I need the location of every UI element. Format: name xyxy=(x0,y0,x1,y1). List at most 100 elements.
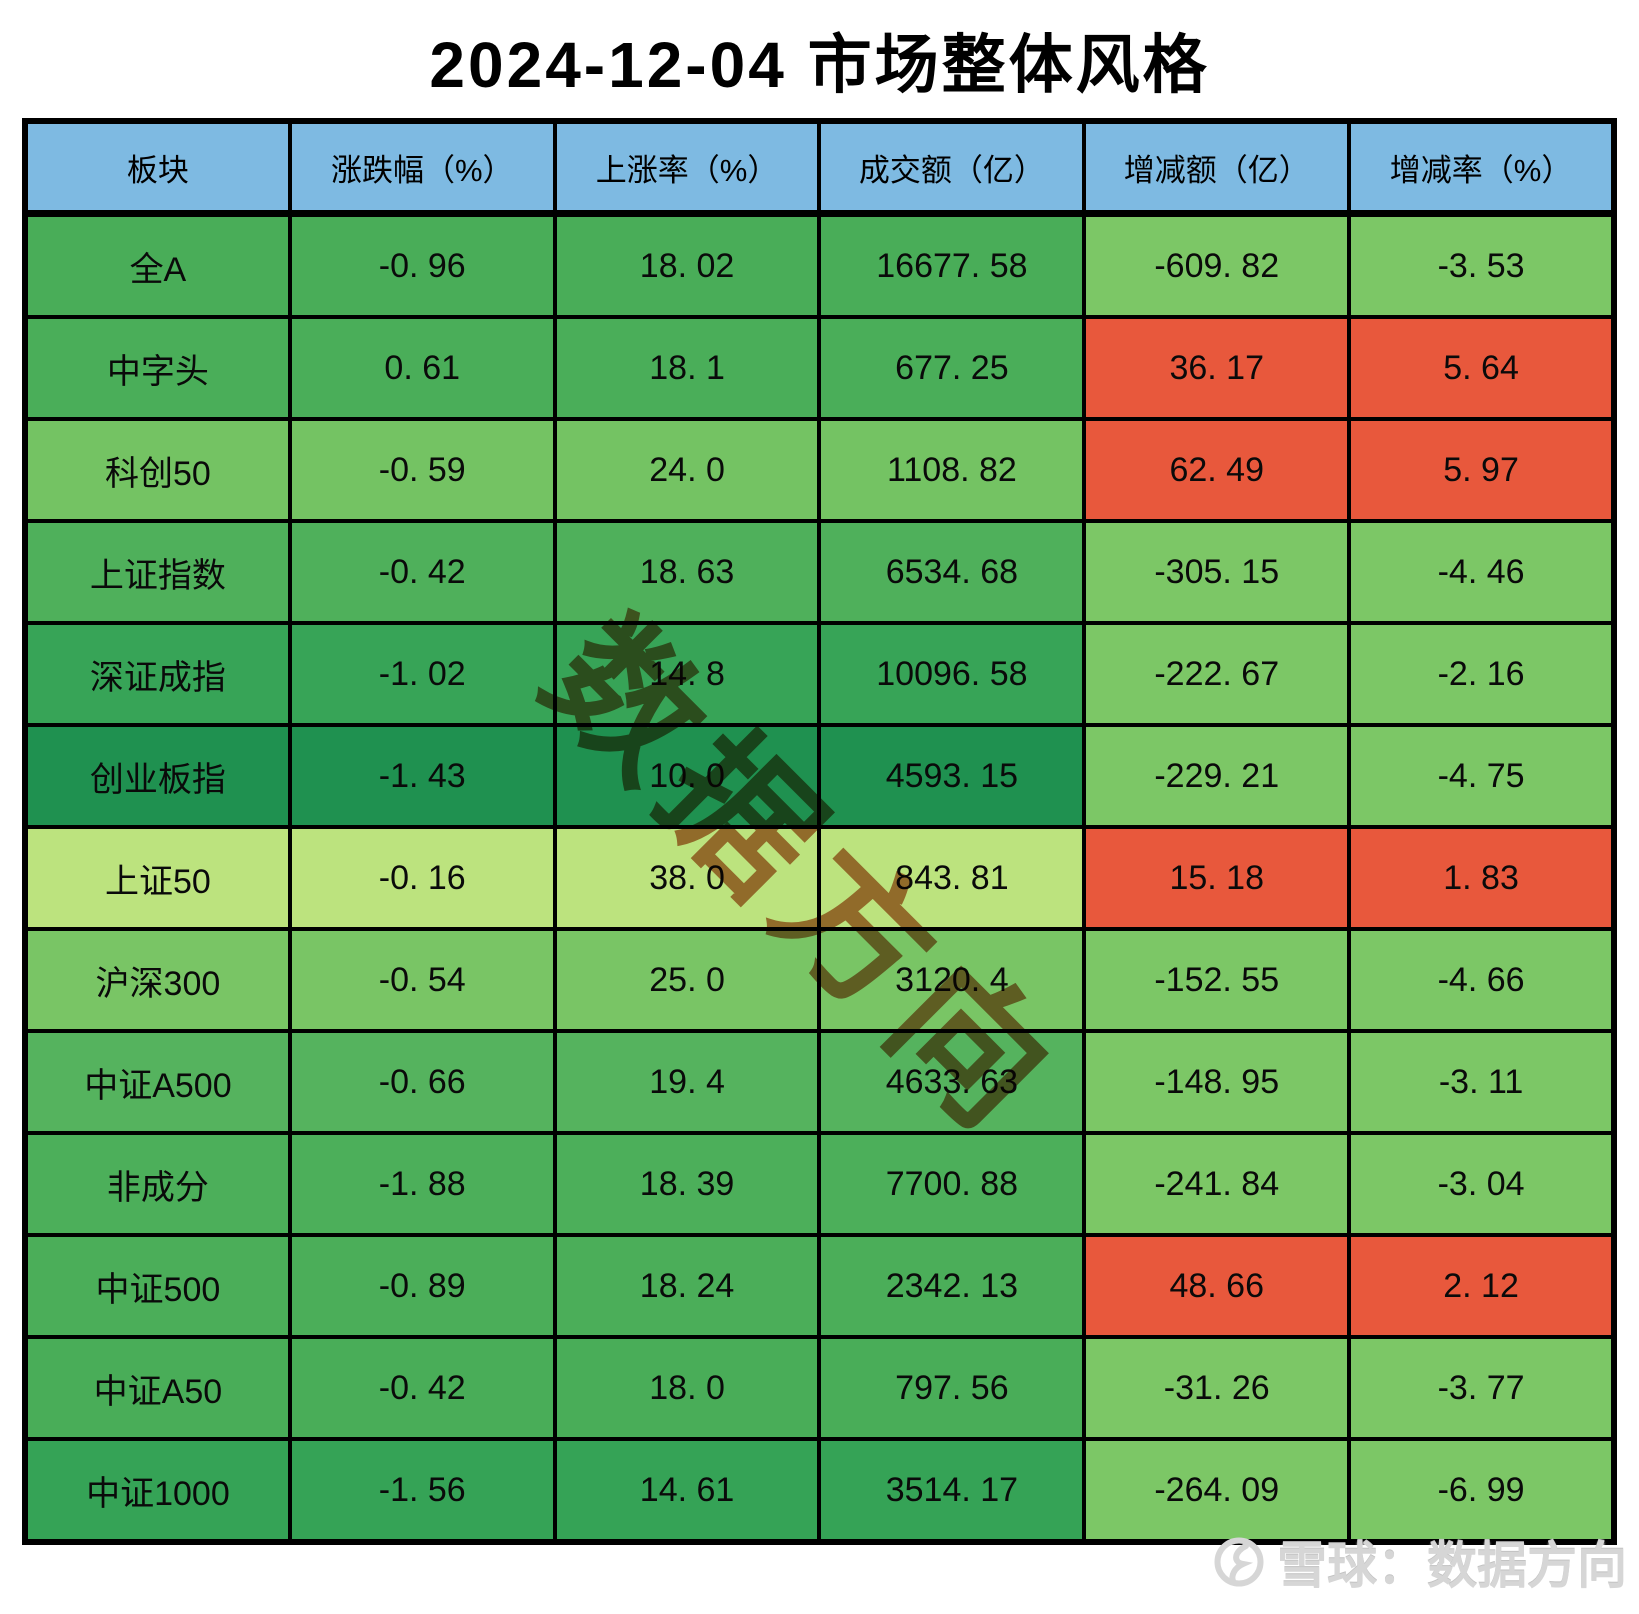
value-cell: -6. 99 xyxy=(1347,1437,1616,1544)
value-cell: -1. 56 xyxy=(287,1437,557,1544)
value-cell: -0. 66 xyxy=(287,1029,557,1135)
table-row: 中证A50 -0. 42 18. 0 797. 56 -31. 26 -3. 77 xyxy=(23,1335,1616,1441)
table-row: 科创50 -0. 59 24. 0 1108. 82 62. 49 5. 97 xyxy=(23,417,1616,523)
value-cell: 10. 0 xyxy=(552,723,822,829)
value-cell: -222. 67 xyxy=(1082,621,1352,727)
value-cell: 18. 24 xyxy=(552,1233,822,1339)
value-cell: -0. 96 xyxy=(287,211,557,319)
value-cell: 843. 81 xyxy=(817,825,1087,931)
sector-cell: 中证A50 xyxy=(23,1335,292,1441)
value-cell: -2. 16 xyxy=(1347,621,1616,727)
table-row: 中字头 0. 61 18. 1 677. 25 36. 17 5. 64 xyxy=(23,315,1616,421)
table-row: 中证500 -0. 89 18. 24 2342. 13 48. 66 2. 12 xyxy=(23,1233,1616,1339)
table-body: 全A -0. 96 18. 02 16677. 58 -609. 82 -3. 53 中字头… xyxy=(23,211,1616,1544)
value-cell: 1. 83 xyxy=(1347,825,1616,931)
value-cell: -264. 09 xyxy=(1082,1437,1352,1544)
value-cell: 18. 0 xyxy=(552,1335,822,1441)
value-cell: 24. 0 xyxy=(552,417,822,523)
table-row: 深证成指 -1. 02 14. 8 10096. 58 -222. 67 -2. 16 xyxy=(23,621,1616,727)
value-cell: -0. 42 xyxy=(287,1335,557,1441)
footer-brand: 雪球：数据方向 xyxy=(1213,1526,1627,1598)
value-cell: 6534. 68 xyxy=(817,519,1087,625)
sector-cell: 上证50 xyxy=(23,825,292,931)
column-header: 增减率（%） xyxy=(1347,119,1616,217)
value-cell: -0. 59 xyxy=(287,417,557,523)
footer-brand-text: 雪球：数据方向 xyxy=(1277,1538,1627,1594)
sector-cell: 中证A500 xyxy=(23,1029,292,1135)
value-cell: -0. 54 xyxy=(287,927,557,1033)
value-cell: -241. 84 xyxy=(1082,1131,1352,1237)
value-cell: 677. 25 xyxy=(817,315,1087,421)
value-cell: -305. 15 xyxy=(1082,519,1352,625)
value-cell: 4633. 63 xyxy=(817,1029,1087,1135)
xueqiu-logo-icon xyxy=(1214,1537,1264,1587)
table-row: 沪深300 -0. 54 25. 0 3120. 4 -152. 55 -4. 66 xyxy=(23,927,1616,1033)
sector-cell: 沪深300 xyxy=(23,927,292,1033)
column-header: 涨跌幅（%） xyxy=(287,119,557,217)
value-cell: -31. 26 xyxy=(1082,1335,1352,1441)
value-cell: -0. 16 xyxy=(287,825,557,931)
table-row: 全A -0. 96 18. 02 16677. 58 -609. 82 -3. 53 xyxy=(23,211,1616,319)
column-header: 增减额（亿） xyxy=(1082,119,1352,217)
value-cell: -152. 55 xyxy=(1082,927,1352,1033)
sector-cell: 中字头 xyxy=(23,315,292,421)
value-cell: 2. 12 xyxy=(1347,1233,1616,1339)
column-header: 板块 xyxy=(23,119,292,217)
value-cell: 15. 18 xyxy=(1082,825,1352,931)
value-cell: 5. 64 xyxy=(1347,315,1616,421)
value-cell: 16677. 58 xyxy=(817,211,1087,319)
table-header-row: 板块 涨跌幅（%） 上涨率（%） 成交额（亿） 增减额（亿） 增减率（%） xyxy=(23,119,1616,217)
value-cell: -3. 11 xyxy=(1347,1029,1616,1135)
sector-cell: 创业板指 xyxy=(23,723,292,829)
market-style-table: 板块 涨跌幅（%） 上涨率（%） 成交额（亿） 增减额（亿） 增减率（%） 全A -0. 9… xyxy=(22,118,1617,1545)
value-cell: 1108. 82 xyxy=(817,417,1087,523)
value-cell: 2342. 13 xyxy=(817,1233,1087,1339)
table-row: 中证1000 -1. 56 14. 61 3514. 17 -264. 09 -6. 99 xyxy=(23,1437,1616,1544)
value-cell: 18. 39 xyxy=(552,1131,822,1237)
value-cell: 4593. 15 xyxy=(817,723,1087,829)
sector-cell: 中证1000 xyxy=(23,1437,292,1544)
table-row: 创业板指 -1. 43 10. 0 4593. 15 -229. 21 -4. 75 xyxy=(23,723,1616,829)
value-cell: -148. 95 xyxy=(1082,1029,1352,1135)
value-cell: -4. 46 xyxy=(1347,519,1616,625)
value-cell: -0. 89 xyxy=(287,1233,557,1339)
value-cell: -1. 88 xyxy=(287,1131,557,1237)
page-title: 2024-12-04 市场整体风格 xyxy=(429,29,1210,101)
table-row: 上证50 -0. 16 38. 0 843. 81 15. 18 1. 83 xyxy=(23,825,1616,931)
sector-cell: 深证成指 xyxy=(23,621,292,727)
value-cell: -4. 75 xyxy=(1347,723,1616,829)
value-cell: 19. 4 xyxy=(552,1029,822,1135)
value-cell: -609. 82 xyxy=(1082,211,1352,319)
value-cell: -1. 02 xyxy=(287,621,557,727)
value-cell: 48. 66 xyxy=(1082,1233,1352,1339)
sector-cell: 非成分 xyxy=(23,1131,292,1237)
value-cell: 18. 63 xyxy=(552,519,822,625)
value-cell: 25. 0 xyxy=(552,927,822,1033)
value-cell: 18. 02 xyxy=(552,211,822,319)
table-row: 非成分 -1. 88 18. 39 7700. 88 -241. 84 -3. 04 xyxy=(23,1131,1616,1237)
sector-cell: 科创50 xyxy=(23,417,292,523)
value-cell: -3. 04 xyxy=(1347,1131,1616,1237)
value-cell: 3514. 17 xyxy=(817,1437,1087,1544)
value-cell: 14. 8 xyxy=(552,621,822,727)
value-cell: -0. 42 xyxy=(287,519,557,625)
value-cell: 5. 97 xyxy=(1347,417,1616,523)
column-header: 成交额（亿） xyxy=(817,119,1087,217)
column-header: 上涨率（%） xyxy=(552,119,822,217)
value-cell: 36. 17 xyxy=(1082,315,1352,421)
sector-cell: 全A xyxy=(23,211,292,319)
value-cell: -229. 21 xyxy=(1082,723,1352,829)
value-cell: -3. 53 xyxy=(1347,211,1616,319)
value-cell: 62. 49 xyxy=(1082,417,1352,523)
value-cell: -3. 77 xyxy=(1347,1335,1616,1441)
value-cell: -4. 66 xyxy=(1347,927,1616,1033)
sector-cell: 上证指数 xyxy=(23,519,292,625)
value-cell: 38. 0 xyxy=(552,825,822,931)
value-cell: 797. 56 xyxy=(817,1335,1087,1441)
value-cell: -1. 43 xyxy=(287,723,557,829)
table-row: 中证A500 -0. 66 19. 4 4633. 63 -148. 95 -3. 11 xyxy=(23,1029,1616,1135)
table-row: 上证指数 -0. 42 18. 63 6534. 68 -305. 15 -4. 46 xyxy=(23,519,1616,625)
value-cell: 10096. 58 xyxy=(817,621,1087,727)
value-cell: 0. 61 xyxy=(287,315,557,421)
